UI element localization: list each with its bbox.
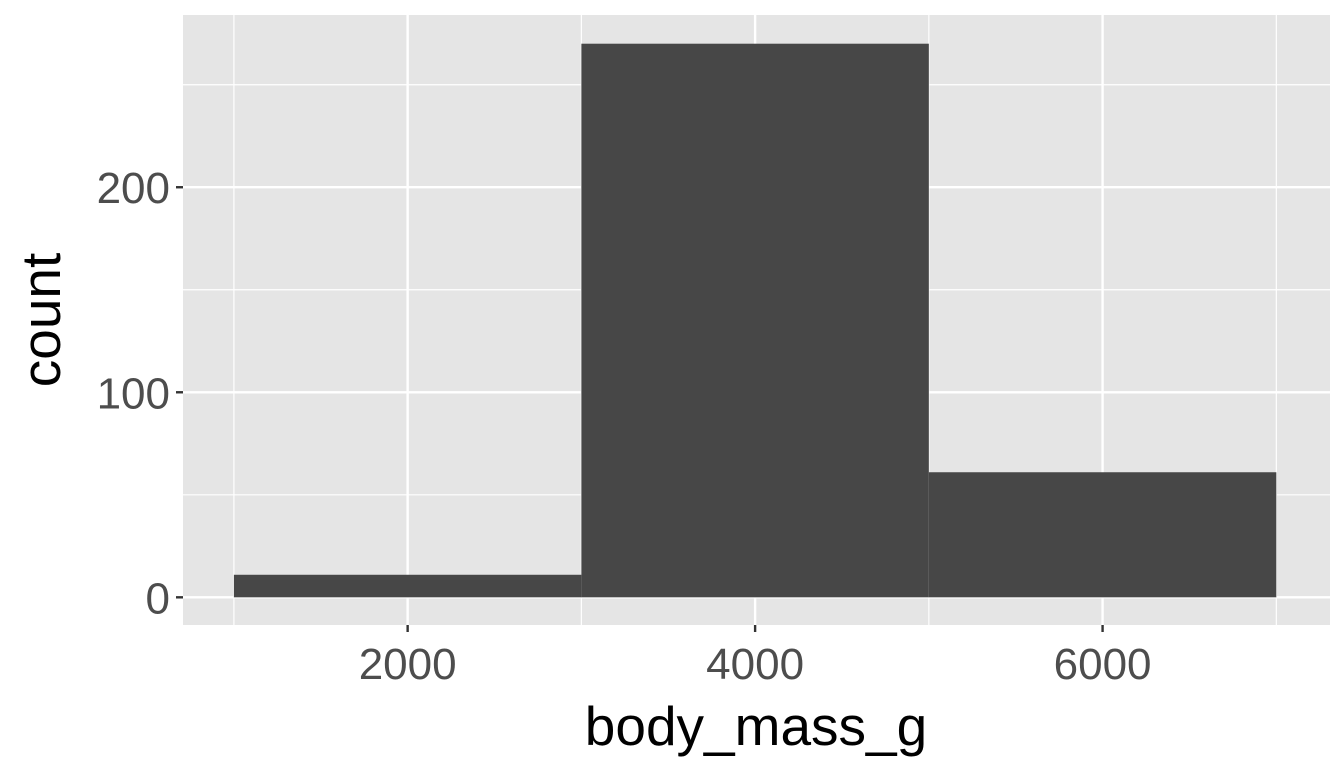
x-tick-label: 4000 xyxy=(706,640,804,689)
axes: 2000 4000 6000 0 100 200 xyxy=(97,164,1152,689)
x-tick-label: 2000 xyxy=(359,640,457,689)
x-tick-label: 6000 xyxy=(1054,640,1152,689)
x-axis-title: body_mass_g xyxy=(585,695,927,757)
bars xyxy=(233,43,1277,598)
y-tick-label: 100 xyxy=(97,369,170,418)
histogram-bar xyxy=(581,43,929,598)
histogram-bar xyxy=(928,472,1277,598)
histogram-bar xyxy=(233,574,582,598)
y-tick-label: 200 xyxy=(97,164,170,213)
y-axis-title: count xyxy=(10,253,72,388)
y-tick-label: 0 xyxy=(146,574,170,623)
